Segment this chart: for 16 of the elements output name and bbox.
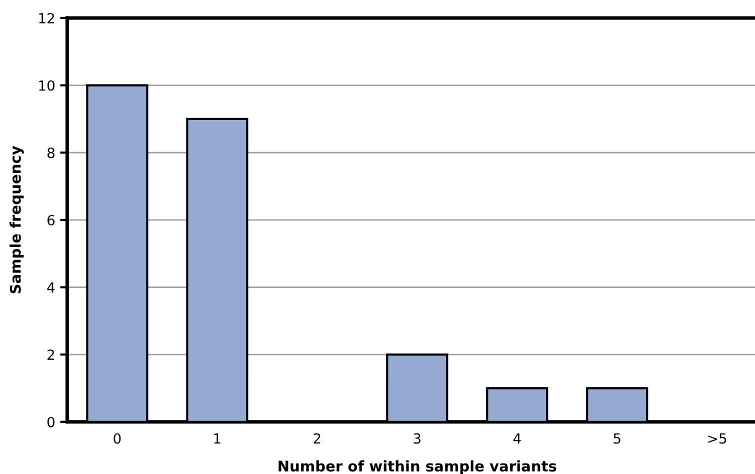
y-tick-label: 12 <box>39 12 54 24</box>
x-axis-title: Number of within sample variants <box>278 460 556 474</box>
y-tick-label: 4 <box>47 282 55 293</box>
y-tick-label: 8 <box>47 148 54 158</box>
y-tick-label: 0 <box>47 416 54 428</box>
x-tick-label: 2 <box>314 433 320 444</box>
y-tick-label: 10 <box>39 80 54 91</box>
y-tick-label: 6 <box>48 214 55 226</box>
x-tick-label: 5 <box>614 433 620 444</box>
x-tick-label: 0 <box>114 433 121 444</box>
x-tick-label: 1 <box>214 433 220 444</box>
x-tick-label: 3 <box>414 433 420 444</box>
x-tick-label: 4 <box>513 433 521 444</box>
y-tick-label: 2 <box>48 350 54 360</box>
y-axis-title: Sample frequency <box>10 146 24 294</box>
x-tick-label: >5 <box>708 433 726 444</box>
